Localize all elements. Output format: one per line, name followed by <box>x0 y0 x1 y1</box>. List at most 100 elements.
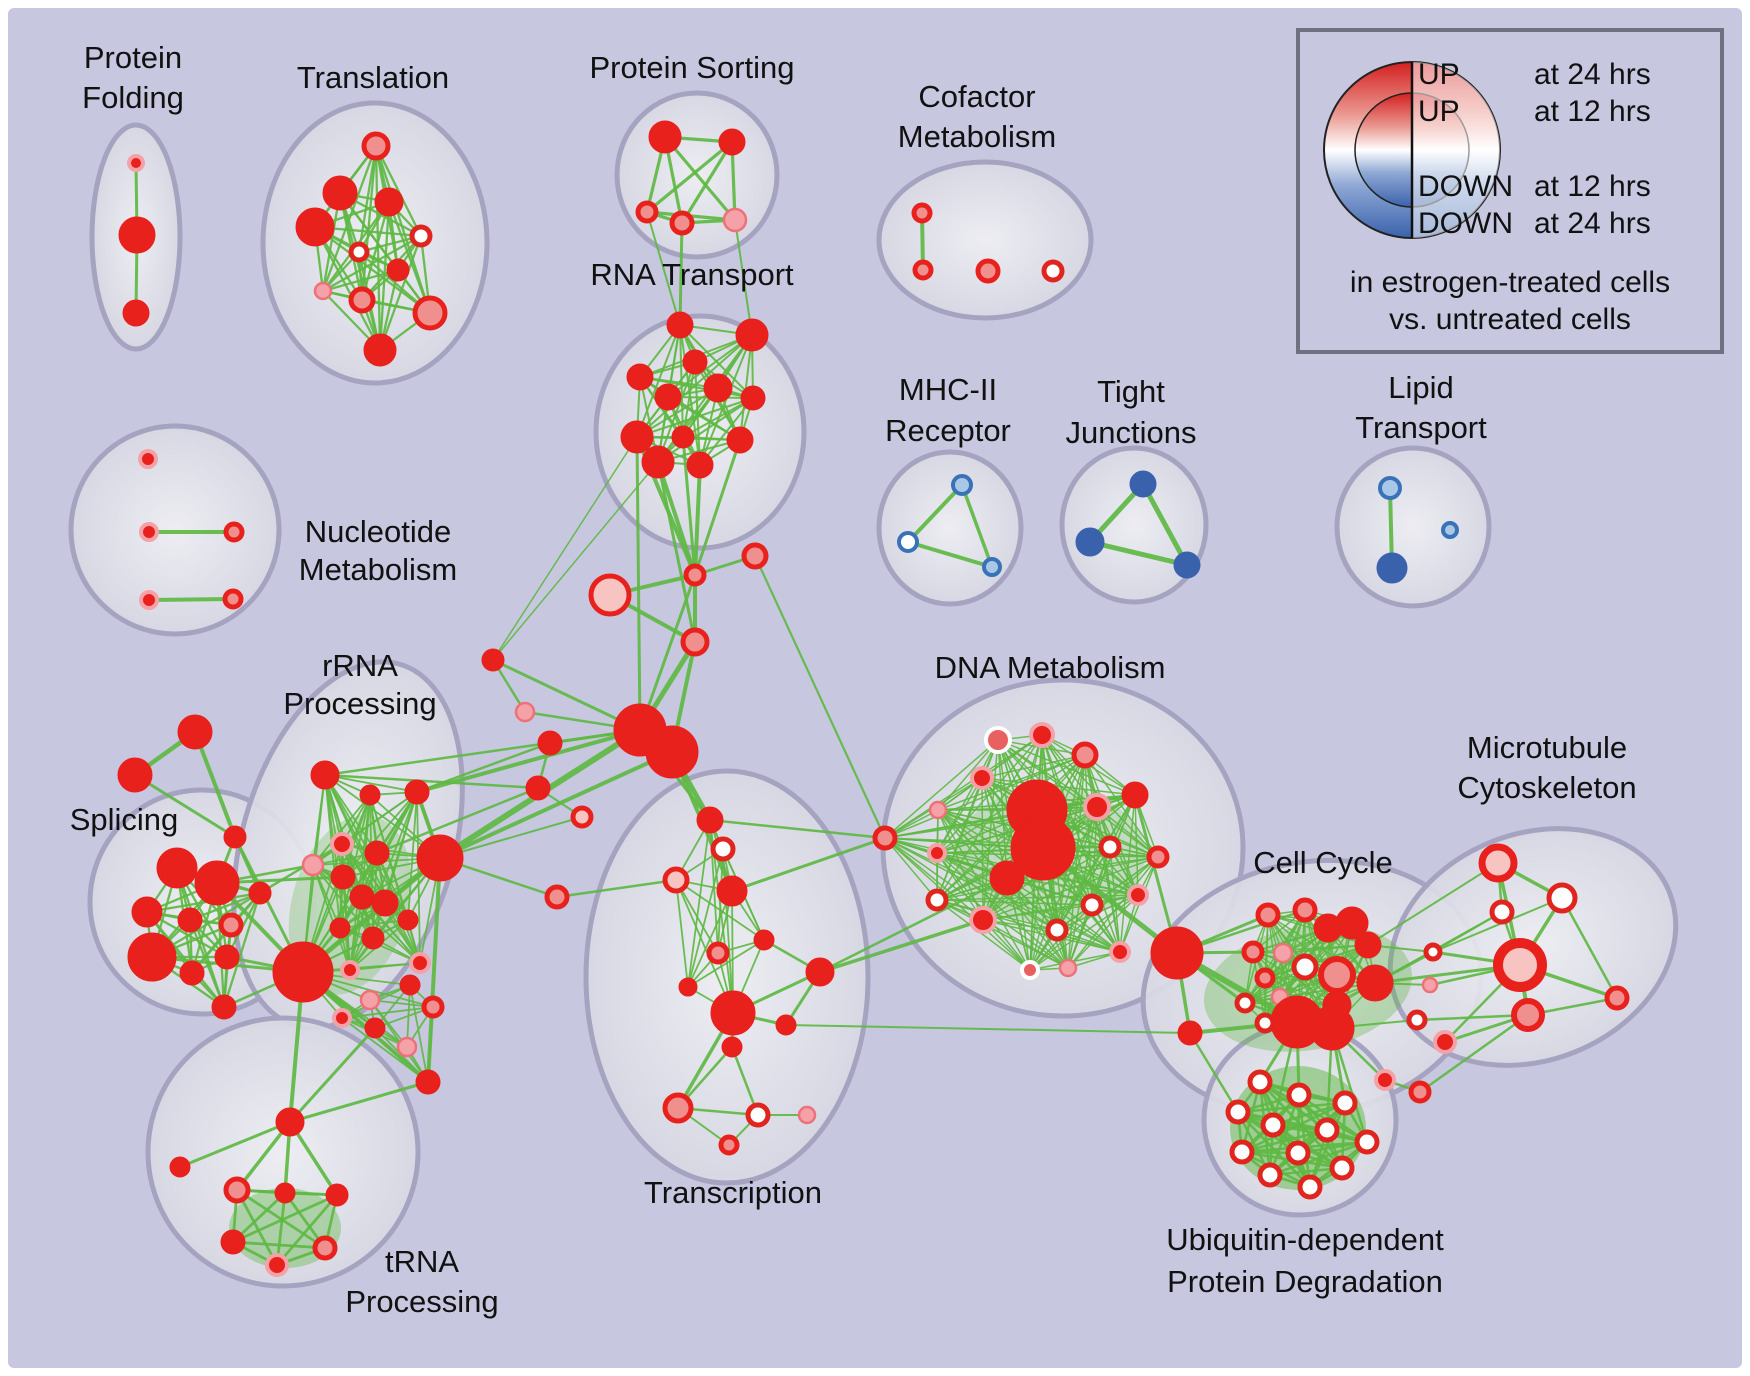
node-dm20 <box>1109 941 1131 963</box>
cluster-mhc-ii-receptor <box>876 449 1024 607</box>
cluster-label-tight-junctions: Tight <box>1097 374 1165 409</box>
node-tx9 <box>805 957 835 987</box>
node-rt4 <box>626 363 654 391</box>
cluster-label-dna-metabolism: DNA Metabolism <box>935 650 1166 685</box>
edge <box>982 919 1069 969</box>
node-dm4 <box>970 766 994 790</box>
edge <box>321 144 378 293</box>
legend-note: in estrogen-treated cells <box>1350 266 1670 299</box>
node-mt9 <box>1406 1009 1428 1031</box>
node-dm2 <box>1029 722 1055 748</box>
edge <box>1006 877 1121 953</box>
node-s10 <box>211 994 237 1020</box>
legend-time-3: at 24 hrs <box>1534 207 1651 240</box>
edge <box>699 397 754 466</box>
node-ub11 <box>1257 1162 1283 1188</box>
edge <box>324 774 418 793</box>
node-tj1 <box>1129 470 1157 498</box>
cluster-lipid-transport <box>1334 445 1492 609</box>
edge <box>680 140 734 225</box>
cluster-label-protein-sorting: Protein Sorting <box>589 50 794 85</box>
edge <box>1067 754 1086 969</box>
edge <box>323 773 540 790</box>
node-cc23 <box>1408 1080 1432 1104</box>
edge <box>906 540 994 569</box>
node-tx15 <box>797 1105 817 1125</box>
cluster-label-protein-folding: Folding <box>82 80 184 115</box>
legend-fade-half <box>1412 62 1500 238</box>
node-ub3 <box>1332 1090 1358 1116</box>
node-r0b <box>525 775 551 801</box>
node-dm23 <box>1150 926 1204 980</box>
edge <box>753 554 887 840</box>
node-r12 <box>397 909 419 931</box>
cluster-label-transcription: Transcription <box>644 1175 822 1210</box>
edge <box>936 852 1069 969</box>
node-dm12 <box>1098 835 1122 859</box>
edge <box>324 774 378 854</box>
edge <box>663 135 737 222</box>
node-lp1 <box>1378 476 1402 500</box>
edge <box>936 899 1031 971</box>
edge <box>1282 944 1369 954</box>
edge <box>937 754 1086 811</box>
node-n1 <box>223 1176 251 1204</box>
edge <box>1188 1031 1240 1114</box>
legend-direction-1: UP <box>1418 95 1460 128</box>
node-rt12 <box>686 451 714 479</box>
node-tx11 <box>775 1014 797 1036</box>
edge <box>1067 894 1139 969</box>
node-nm5 <box>222 588 244 610</box>
edge <box>884 837 938 901</box>
edge <box>222 891 262 1009</box>
edge <box>730 836 887 893</box>
edge <box>313 225 382 352</box>
node-ub12 <box>1297 1174 1323 1200</box>
node-tj2 <box>1075 527 1105 557</box>
node-tri2 <box>117 757 153 793</box>
cluster-trna-processing <box>145 1015 421 1289</box>
node-n3 <box>325 1183 349 1207</box>
node-dm19 <box>1045 918 1069 942</box>
node-t5 <box>409 224 433 248</box>
edge <box>1297 1093 1369 1144</box>
edge <box>734 219 753 336</box>
node-m2 <box>169 1156 191 1178</box>
node-s6 <box>248 881 272 905</box>
node-tx2 <box>710 836 736 862</box>
edge <box>235 1188 279 1267</box>
cluster-label-microtubule-cytoskeleton: Cytoskeleton <box>1457 770 1636 805</box>
node-r7 <box>330 864 356 890</box>
edge <box>1096 806 1121 953</box>
node-rt6 <box>703 373 733 403</box>
node-nm3 <box>223 521 245 543</box>
node-rt11 <box>641 445 675 479</box>
cluster-label-rrna-processing: Processing <box>283 686 436 721</box>
node-sp3 <box>588 573 632 617</box>
node-sp2 <box>741 542 769 570</box>
node-cc6 <box>1272 942 1294 964</box>
node-r8 <box>416 834 464 882</box>
edge <box>275 1193 339 1267</box>
edge <box>675 879 734 1014</box>
node-t7 <box>386 258 410 282</box>
node-m1 <box>275 1107 305 1137</box>
node-cm3 <box>975 258 1001 284</box>
cluster-label-ubiquitin-degradation: Ubiquitin-dependent <box>1166 1222 1444 1257</box>
node-dm22 <box>1058 958 1078 978</box>
edge <box>675 879 719 954</box>
node-mt2 <box>1546 882 1578 914</box>
edge <box>555 878 678 899</box>
legend-direction-0: UP <box>1418 58 1460 91</box>
node-mt5 <box>1604 985 1630 1011</box>
node-cc9 <box>1354 931 1382 959</box>
edge <box>960 483 994 569</box>
edge <box>341 1006 434 1019</box>
node-dm21 <box>1020 960 1040 980</box>
node-r21 <box>421 995 445 1019</box>
node-ub1 <box>1247 1069 1273 1095</box>
node-rt5 <box>654 383 682 411</box>
edge <box>375 786 540 855</box>
